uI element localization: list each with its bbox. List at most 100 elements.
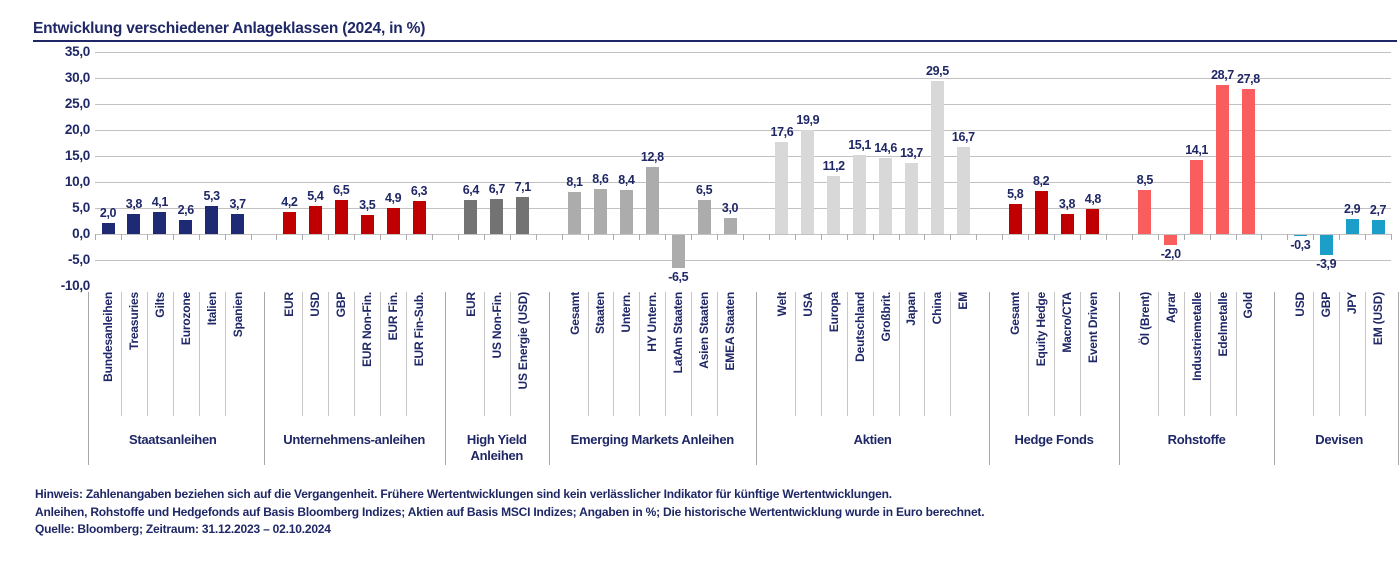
category-label-text: US Energie (USD)	[515, 292, 530, 390]
category-separator	[717, 292, 719, 416]
category-separator	[1080, 292, 1081, 416]
bar	[827, 175, 841, 234]
axis-tick	[1002, 233, 1004, 240]
bar-value-label: 6,3	[410, 183, 428, 198]
category-label: USD	[302, 292, 328, 416]
gridline	[95, 259, 1391, 261]
axis-tick	[1391, 233, 1392, 240]
category-label: Gilts	[147, 292, 173, 416]
category-label: JPY	[1339, 292, 1365, 416]
bar	[671, 234, 685, 269]
category-label: Bundesanleihen	[95, 292, 121, 416]
bar	[386, 208, 400, 234]
y-axis-label: 0,0	[72, 225, 90, 241]
group-boundary-line	[1398, 292, 1399, 465]
group-boundary-line	[1118, 292, 1120, 465]
category-label: Deutschland	[847, 292, 873, 416]
category-separator	[1235, 292, 1237, 416]
group-boundary-line	[1274, 292, 1276, 465]
bar-value-label: 28,7	[1211, 67, 1234, 82]
category-label-text: USD	[308, 292, 323, 317]
category-label-text: Agrar	[1163, 292, 1178, 324]
bar	[1371, 219, 1385, 234]
axis-tick	[587, 233, 589, 240]
group-boundary-line	[263, 292, 265, 465]
bar-value-label: 3,0	[721, 201, 739, 215]
category-label: China	[924, 292, 950, 416]
group-label: Unternehmens-anleihen	[283, 432, 426, 447]
bar	[1060, 213, 1074, 234]
axis-tick	[639, 233, 641, 240]
y-axis-label: -5,0	[67, 251, 90, 267]
category-label-text: Welt	[774, 292, 789, 317]
bar-value-label: 7,1	[514, 179, 532, 194]
axis-tick	[1183, 233, 1185, 240]
category-label-text: Großbrit.	[878, 292, 893, 342]
group-boundary-line	[548, 292, 550, 465]
category-separator	[509, 292, 511, 416]
bar	[1190, 160, 1204, 234]
bar	[1008, 203, 1022, 234]
category-label: Treasuries	[121, 292, 147, 416]
axis-tick	[120, 233, 122, 240]
axis-tick	[1235, 233, 1237, 240]
axis-tick	[483, 233, 485, 240]
bar	[1241, 89, 1255, 234]
gridline	[95, 103, 1391, 105]
bar	[231, 214, 245, 234]
axis-tick	[1209, 233, 1211, 240]
bar	[568, 191, 581, 234]
gridline	[95, 155, 1391, 157]
category-label-text: Japan	[904, 292, 919, 326]
category-label: GBP	[1313, 292, 1339, 416]
bar	[179, 220, 193, 234]
bar-value-label: 3,7	[229, 197, 247, 212]
axis-tick	[613, 233, 615, 240]
category-separator	[1209, 292, 1211, 416]
category-separator	[950, 292, 952, 416]
category-separator	[302, 292, 304, 416]
axis-tick	[794, 233, 796, 240]
bar	[956, 147, 970, 234]
category-separator	[846, 292, 848, 416]
category-separator	[483, 292, 485, 416]
bar-value-label: 16,7	[951, 130, 975, 144]
category-label-text: Gilts	[152, 292, 167, 318]
axis-tick	[691, 233, 693, 240]
gridline	[95, 181, 1391, 183]
category-label: Gold	[1236, 292, 1262, 416]
category-label: Agrar	[1158, 292, 1184, 416]
category-label-text: Europa	[826, 292, 841, 333]
chart-title: Entwicklung verschiedener Anlageklassen …	[33, 20, 426, 37]
bar	[1138, 189, 1152, 234]
bar-value-label: 8,1	[566, 174, 583, 189]
bar-value-label: 2,9	[1344, 201, 1361, 216]
category-separator	[328, 292, 330, 416]
category-separator	[613, 292, 615, 416]
category-separator	[354, 292, 356, 416]
category-label: Macro/CTA	[1054, 292, 1080, 416]
category-label-text: EUR Fin-Sub.	[411, 292, 426, 367]
category-separator	[1339, 292, 1341, 416]
group-label: Emerging Markets Anleihen	[570, 432, 735, 447]
bar-value-label: 6,5	[333, 182, 350, 197]
bar-value-label: 14,1	[1185, 143, 1208, 158]
category-separator	[224, 292, 226, 416]
bar-value-label: 12,8	[640, 150, 664, 165]
category-label: Gesamt	[1002, 292, 1028, 416]
category-label: EUR	[458, 292, 484, 416]
axis-tick	[1313, 233, 1315, 240]
category-separator	[1313, 292, 1315, 416]
category-separator	[1183, 292, 1185, 416]
bar-value-label: -3,9	[1316, 256, 1337, 271]
category-label-text: Gesamt	[567, 292, 582, 335]
bar-value-label: 19,9	[796, 113, 820, 128]
category-separator	[587, 292, 589, 416]
gridline	[95, 129, 1391, 131]
axis-tick	[1028, 233, 1030, 240]
footnotes: Hinweis: Zahlenangaben beziehen sich auf…	[35, 486, 985, 539]
axis-tick	[665, 233, 667, 240]
category-label: Equity Hedge	[1028, 292, 1054, 416]
bar	[645, 167, 659, 234]
category-label-text: US Non-Fin.	[489, 292, 504, 359]
